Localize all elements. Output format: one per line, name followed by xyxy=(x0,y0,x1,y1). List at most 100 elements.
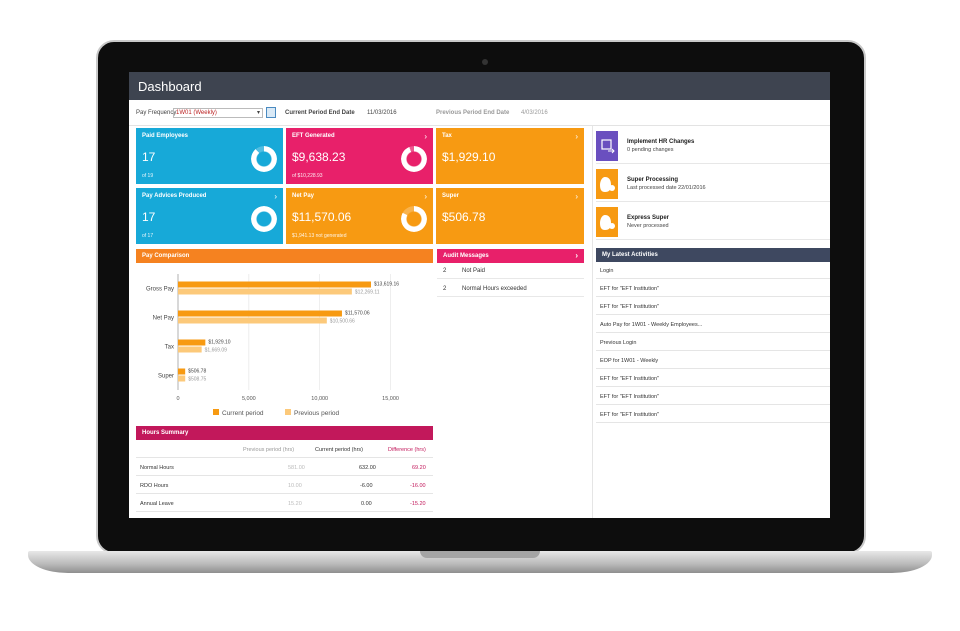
current-value: 0.00 xyxy=(361,501,372,507)
activity-label: EFT for "EFT Institution" xyxy=(600,286,660,292)
column-header: Previous period (hrs) xyxy=(243,447,295,453)
action-express-super[interactable]: Express Super Never processed xyxy=(596,204,830,240)
bar xyxy=(178,281,372,288)
audit-message: Not Paid xyxy=(462,268,486,274)
top-bar: Dashboard xyxy=(129,72,830,100)
data-label: $13,619.16 xyxy=(374,282,399,288)
activity-label: EOP for 1W01 - Weekly xyxy=(600,358,659,364)
tile-super[interactable]: Super $506.78 › xyxy=(436,188,584,244)
category-label: Super xyxy=(158,374,174,380)
audit-row[interactable]: 2 Normal Hours exceeded xyxy=(437,281,584,297)
x-tick-label: 0 xyxy=(176,396,179,402)
activity-item[interactable]: Login xyxy=(596,262,830,279)
donut-chart xyxy=(251,206,277,232)
tile-eft-generated[interactable]: EFT Generated $9,638.23 of $10,228.93 › xyxy=(286,128,433,184)
pay-frequency-value: 1W01 (Weekly) xyxy=(176,110,217,116)
pay-comparison-title: Pay Comparison xyxy=(142,253,190,259)
audit-count: 2 xyxy=(443,268,447,274)
x-tick-label: 15,000 xyxy=(382,396,399,402)
bar xyxy=(178,339,206,346)
legend-label: Previous period xyxy=(294,410,340,417)
tile-title: EFT Generated xyxy=(292,133,335,139)
tile-value: $9,638.23 xyxy=(292,150,346,164)
tile-value: $506.78 xyxy=(442,210,486,224)
tile-value: 17 xyxy=(142,150,156,164)
chevron-right-icon: › xyxy=(575,192,578,201)
activity-item[interactable]: Auto Pay for 1W01 - Weekly Employees... xyxy=(596,316,830,333)
chevron-right-icon: › xyxy=(575,132,578,141)
difference-value: -16.00 xyxy=(410,483,426,489)
audit-count: 2 xyxy=(443,286,447,292)
bar xyxy=(178,288,352,295)
tile-title: Paid Employees xyxy=(142,133,189,139)
tile-tax[interactable]: Tax $1,929.10 › xyxy=(436,128,584,184)
previous-period-label: Previous Period End Date xyxy=(436,110,510,116)
dashboard-screen: Dashboard Pay Frequency 1W01 (Weekly) ▾ … xyxy=(129,72,830,518)
tile-subtext: of 19 xyxy=(142,173,154,179)
activity-item[interactable]: EFT for "EFT Institution" xyxy=(596,280,830,297)
chevron-right-icon: › xyxy=(424,192,427,201)
data-label: $1,929.10 xyxy=(208,340,230,346)
pay-comparison-chart: 0 5,000 10,000 15,000 Gross Pay $13,619.16 $12… xyxy=(136,266,433,424)
tile-title: Tax xyxy=(442,133,452,139)
audit-messages-header[interactable]: Audit Messages › xyxy=(437,249,584,263)
activity-label: EFT for "EFT Institution" xyxy=(600,304,660,310)
pay-frequency-select[interactable]: 1W01 (Weekly) ▾ xyxy=(173,108,263,118)
data-label: $12,269.11 xyxy=(355,290,380,296)
donut-chart xyxy=(251,146,277,172)
donut-chart xyxy=(401,206,427,232)
row-label: Normal Hours xyxy=(140,465,174,471)
legend-label: Current period xyxy=(222,410,264,417)
action-subtext: 0 pending changes xyxy=(627,147,674,153)
current-period-label: Current Period End Date xyxy=(285,110,355,116)
previous-value: 10.00 xyxy=(288,483,302,489)
activity-item[interactable]: EOP for 1W01 - Weekly xyxy=(596,352,830,369)
tile-subtext: of $10,228.93 xyxy=(292,173,323,179)
tile-value: 17 xyxy=(142,210,156,224)
activity-label: Login xyxy=(600,268,614,274)
activity-label: EFT for "EFT Institution" xyxy=(600,394,660,400)
latest-activities-header: My Latest Activities xyxy=(596,248,830,262)
calendar-icon[interactable] xyxy=(266,107,276,118)
data-label: $1,669.09 xyxy=(205,348,227,354)
donut-chart xyxy=(401,146,427,172)
super-processing-icon xyxy=(596,169,618,199)
activity-item[interactable]: EFT for "EFT Institution" xyxy=(596,370,830,387)
bar xyxy=(178,375,186,382)
tile-title: Pay Advices Produced xyxy=(142,193,207,199)
action-super-processing[interactable]: Super Processing Last processed date 22/… xyxy=(596,166,830,202)
activity-item[interactable]: EFT for "EFT Institution" xyxy=(596,388,830,405)
hours-summary-header: Hours Summary xyxy=(136,426,433,440)
page-title: Dashboard xyxy=(138,79,202,94)
action-title: Super Processing xyxy=(627,177,679,183)
tile-title: Super xyxy=(442,193,460,199)
filter-bar: Pay Frequency 1W01 (Weekly) ▾ Current Pe… xyxy=(129,100,830,126)
activity-label: EFT for "EFT Institution" xyxy=(600,412,660,418)
chevron-right-icon: › xyxy=(424,132,427,141)
action-subtext: Never processed xyxy=(627,223,669,229)
tile-net-pay[interactable]: Net Pay $11,570.06 $1,941.13 not generat… xyxy=(286,188,433,244)
tile-paid-employees[interactable]: Paid Employees 17 of 19 xyxy=(136,128,283,184)
bar xyxy=(178,310,342,317)
current-value: 632.00 xyxy=(359,465,376,471)
tile-pay-advices[interactable]: Pay Advices Produced 17 of 17 › xyxy=(136,188,283,244)
bar xyxy=(178,317,327,324)
activity-item[interactable]: EFT for "EFT Institution" xyxy=(596,406,830,423)
previous-period-value: 4/03/2016 xyxy=(521,110,548,116)
audit-row[interactable]: 2 Not Paid xyxy=(437,263,584,279)
tile-subtext: of 17 xyxy=(142,233,154,239)
tile-value: $1,929.10 xyxy=(442,150,496,164)
data-label: $11,570.06 xyxy=(345,311,370,317)
activity-item[interactable]: EFT for "EFT Institution" xyxy=(596,298,830,315)
legend-swatch xyxy=(213,409,219,415)
activity-label: EFT for "EFT Institution" xyxy=(600,376,660,382)
row-label: RDO Hours xyxy=(140,483,169,489)
pay-comparison-svg: 0 5,000 10,000 15,000 Gross Pay $13,619.16 $12… xyxy=(146,274,399,417)
action-title: Implement HR Changes xyxy=(627,139,695,145)
action-implement-hr-changes[interactable]: Implement HR Changes 0 pending changes xyxy=(596,128,830,164)
pay-frequency-label: Pay Frequency xyxy=(136,110,177,116)
hr-changes-icon xyxy=(596,131,618,161)
audit-message: Normal Hours exceeded xyxy=(462,286,527,292)
right-panel: Implement HR Changes 0 pending changes S… xyxy=(592,126,830,518)
activity-item[interactable]: Previous Login xyxy=(596,334,830,351)
